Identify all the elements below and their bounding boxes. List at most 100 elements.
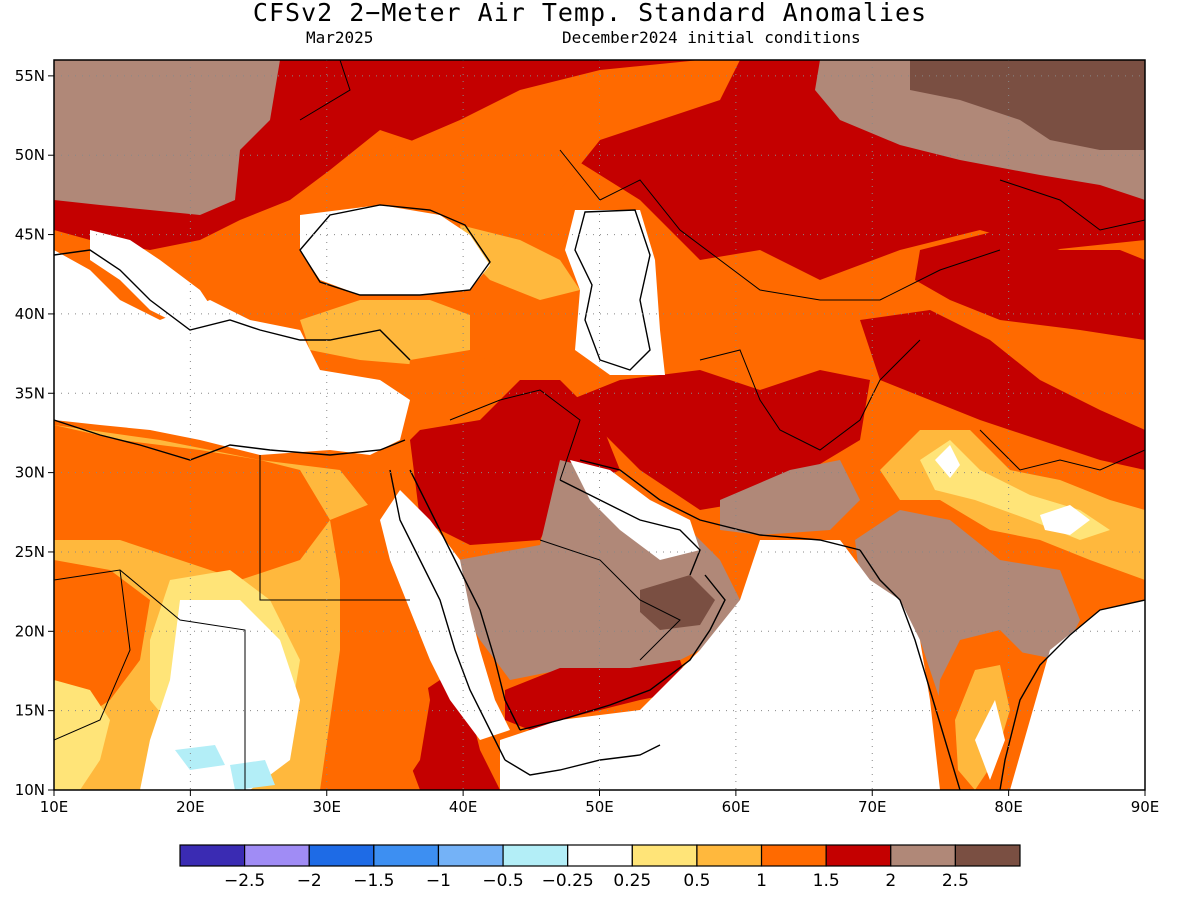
caspian-coast: [574, 209, 651, 371]
anomaly-fill-pakistan-red: [860, 310, 1145, 470]
legend-swatch: [502, 844, 569, 867]
anomaly-fill-blacksea-white: [300, 205, 490, 295]
y-tick-label: 35N: [15, 384, 45, 402]
persiangulf-coast: [559, 479, 701, 576]
x-tick-label: 40E: [449, 798, 478, 816]
legend-swatch: [308, 844, 375, 867]
border-line-10: [999, 179, 1145, 231]
border-line-2: [54, 569, 246, 790]
x-tick-label: 10E: [40, 798, 69, 816]
legend-swatch: [567, 844, 633, 867]
y-tick-label: 25N: [15, 543, 45, 561]
y-tick-label: 50N: [15, 146, 45, 164]
horn-africa-coast: [504, 744, 661, 776]
y-tick-label: 45N: [15, 226, 45, 244]
anomaly-fill-yemen-red: [505, 660, 690, 730]
anomaly-fill-centralasia-red: [915, 230, 1145, 340]
x-axis-labels: 10E 20E 30E 40E 50E 60E 70E 80E 90E: [40, 798, 1160, 816]
y-tick-label: 40N: [15, 305, 45, 323]
blacksea-coast: [299, 204, 491, 296]
anomaly-fill-chad-white: [140, 600, 300, 790]
y-axis-labels: 10N 15N 20N 25N 30N 35N 40N 45N 50N 55N: [15, 67, 45, 799]
y-tick-label: 10N: [15, 781, 45, 799]
y-tick-label: 20N: [15, 622, 45, 640]
legend-swatch: [954, 844, 1021, 867]
border-line-4: [299, 60, 351, 121]
anomaly-fill-oman-darkbrown: [640, 575, 715, 630]
anomaly-fill-caucasus-yellow: [460, 225, 580, 300]
anomaly-fill-gulf-white: [570, 460, 700, 560]
legend-swatch: [373, 844, 440, 867]
y-tick-label: 15N: [15, 702, 45, 720]
chart-title: CFSv2 2−Meter Air Temp. Standard Anomali…: [252, 0, 928, 27]
anomaly-fill-bayofbengal-white: [1010, 600, 1145, 790]
color-legend: [179, 844, 1021, 867]
x-tick-label: 80E: [994, 798, 1023, 816]
legend-label: 0.25: [613, 871, 651, 891]
anomaly-fill-india-brown: [855, 510, 1080, 720]
anomaly-fill-thar-white: [935, 445, 960, 478]
anomaly-fill-chad-lightblue: [175, 745, 275, 790]
border-line-7: [449, 389, 581, 481]
legend-label: −2.5: [224, 871, 265, 891]
anomaly-fill-nafrica-orange: [54, 425, 330, 580]
redsea-east-coast: [409, 469, 521, 731]
legend-label: −2: [297, 871, 322, 891]
axis-ticks: [48, 75, 1146, 796]
legend-swatch: [696, 844, 763, 867]
grid-lines: [54, 60, 1145, 790]
anomaly-fill-persiangulf-brown: [720, 460, 860, 535]
legend-swatch: [179, 844, 246, 867]
iran-south-coast: [579, 459, 861, 551]
india-west-coast: [859, 549, 961, 790]
legend-swatch: [825, 844, 892, 867]
x-tick-label: 60E: [722, 798, 751, 816]
coastlines: [54, 60, 1145, 790]
map-content: [54, 60, 1145, 790]
anomaly-fill-siberia-darkbrown: [910, 60, 1145, 150]
y-tick-label: 55N: [15, 67, 45, 85]
border-line-8: [539, 539, 681, 661]
x-tick-label: 20E: [176, 798, 205, 816]
legend-swatch: [244, 844, 310, 867]
anomaly-fill-sindia-white: [975, 700, 1005, 780]
x-tick-label: 30E: [312, 798, 341, 816]
anomaly-fill-gangetic-white: [1040, 505, 1090, 535]
anomaly-fill-russia-orange: [390, 60, 740, 230]
border-line-5: [559, 149, 1001, 301]
redsea-west-coast: [389, 469, 506, 761]
anomaly-fill-sahel-orange: [54, 560, 150, 720]
border-line-1: [259, 455, 410, 601]
anomaly-fill-nile-orange: [405, 350, 520, 430]
legend-label: 1.5: [813, 871, 840, 891]
valid-month-label: Mar2025: [306, 28, 374, 47]
border-line-3: [54, 569, 131, 741]
legend-swatch: [890, 844, 956, 867]
legend-swatch: [437, 844, 504, 867]
x-tick-label: 90E: [1131, 798, 1160, 816]
india-east-coast: [999, 599, 1145, 790]
x-tick-label: 70E: [858, 798, 887, 816]
anomaly-fill-tchad-paleyellow: [54, 680, 110, 790]
legend-label: −0.5: [482, 871, 523, 891]
init-conditions-label: December2024 initial conditions: [562, 28, 861, 47]
anomaly-fill-italy-white: [90, 230, 220, 330]
legend-swatch: [760, 844, 827, 867]
legend-label: −1.5: [353, 871, 394, 891]
legend-label: 2: [885, 871, 896, 891]
anomaly-fill-nw-brown: [54, 60, 280, 215]
border-line-6: [699, 339, 921, 451]
x-tick-label: 50E: [585, 798, 614, 816]
legend-label: 0.5: [683, 871, 710, 891]
legend-labels: −2.5 −2 −1.5 −1 −0.5 −0.25 0.25 0.5 1 1.5 2 2.5: [224, 871, 969, 891]
y-tick-label: 30N: [15, 464, 45, 482]
mediterranean-north-coast: [54, 249, 411, 361]
anomaly-fill-mediterranean-white: [54, 250, 410, 455]
legend-label: 2.5: [942, 871, 969, 891]
africa-north-coast: [54, 419, 406, 461]
anomaly-fill-arabiansea-white: [500, 540, 940, 790]
legend-label: −0.25: [542, 871, 594, 891]
legend-label: 1: [756, 871, 767, 891]
legend-swatch: [631, 844, 698, 867]
